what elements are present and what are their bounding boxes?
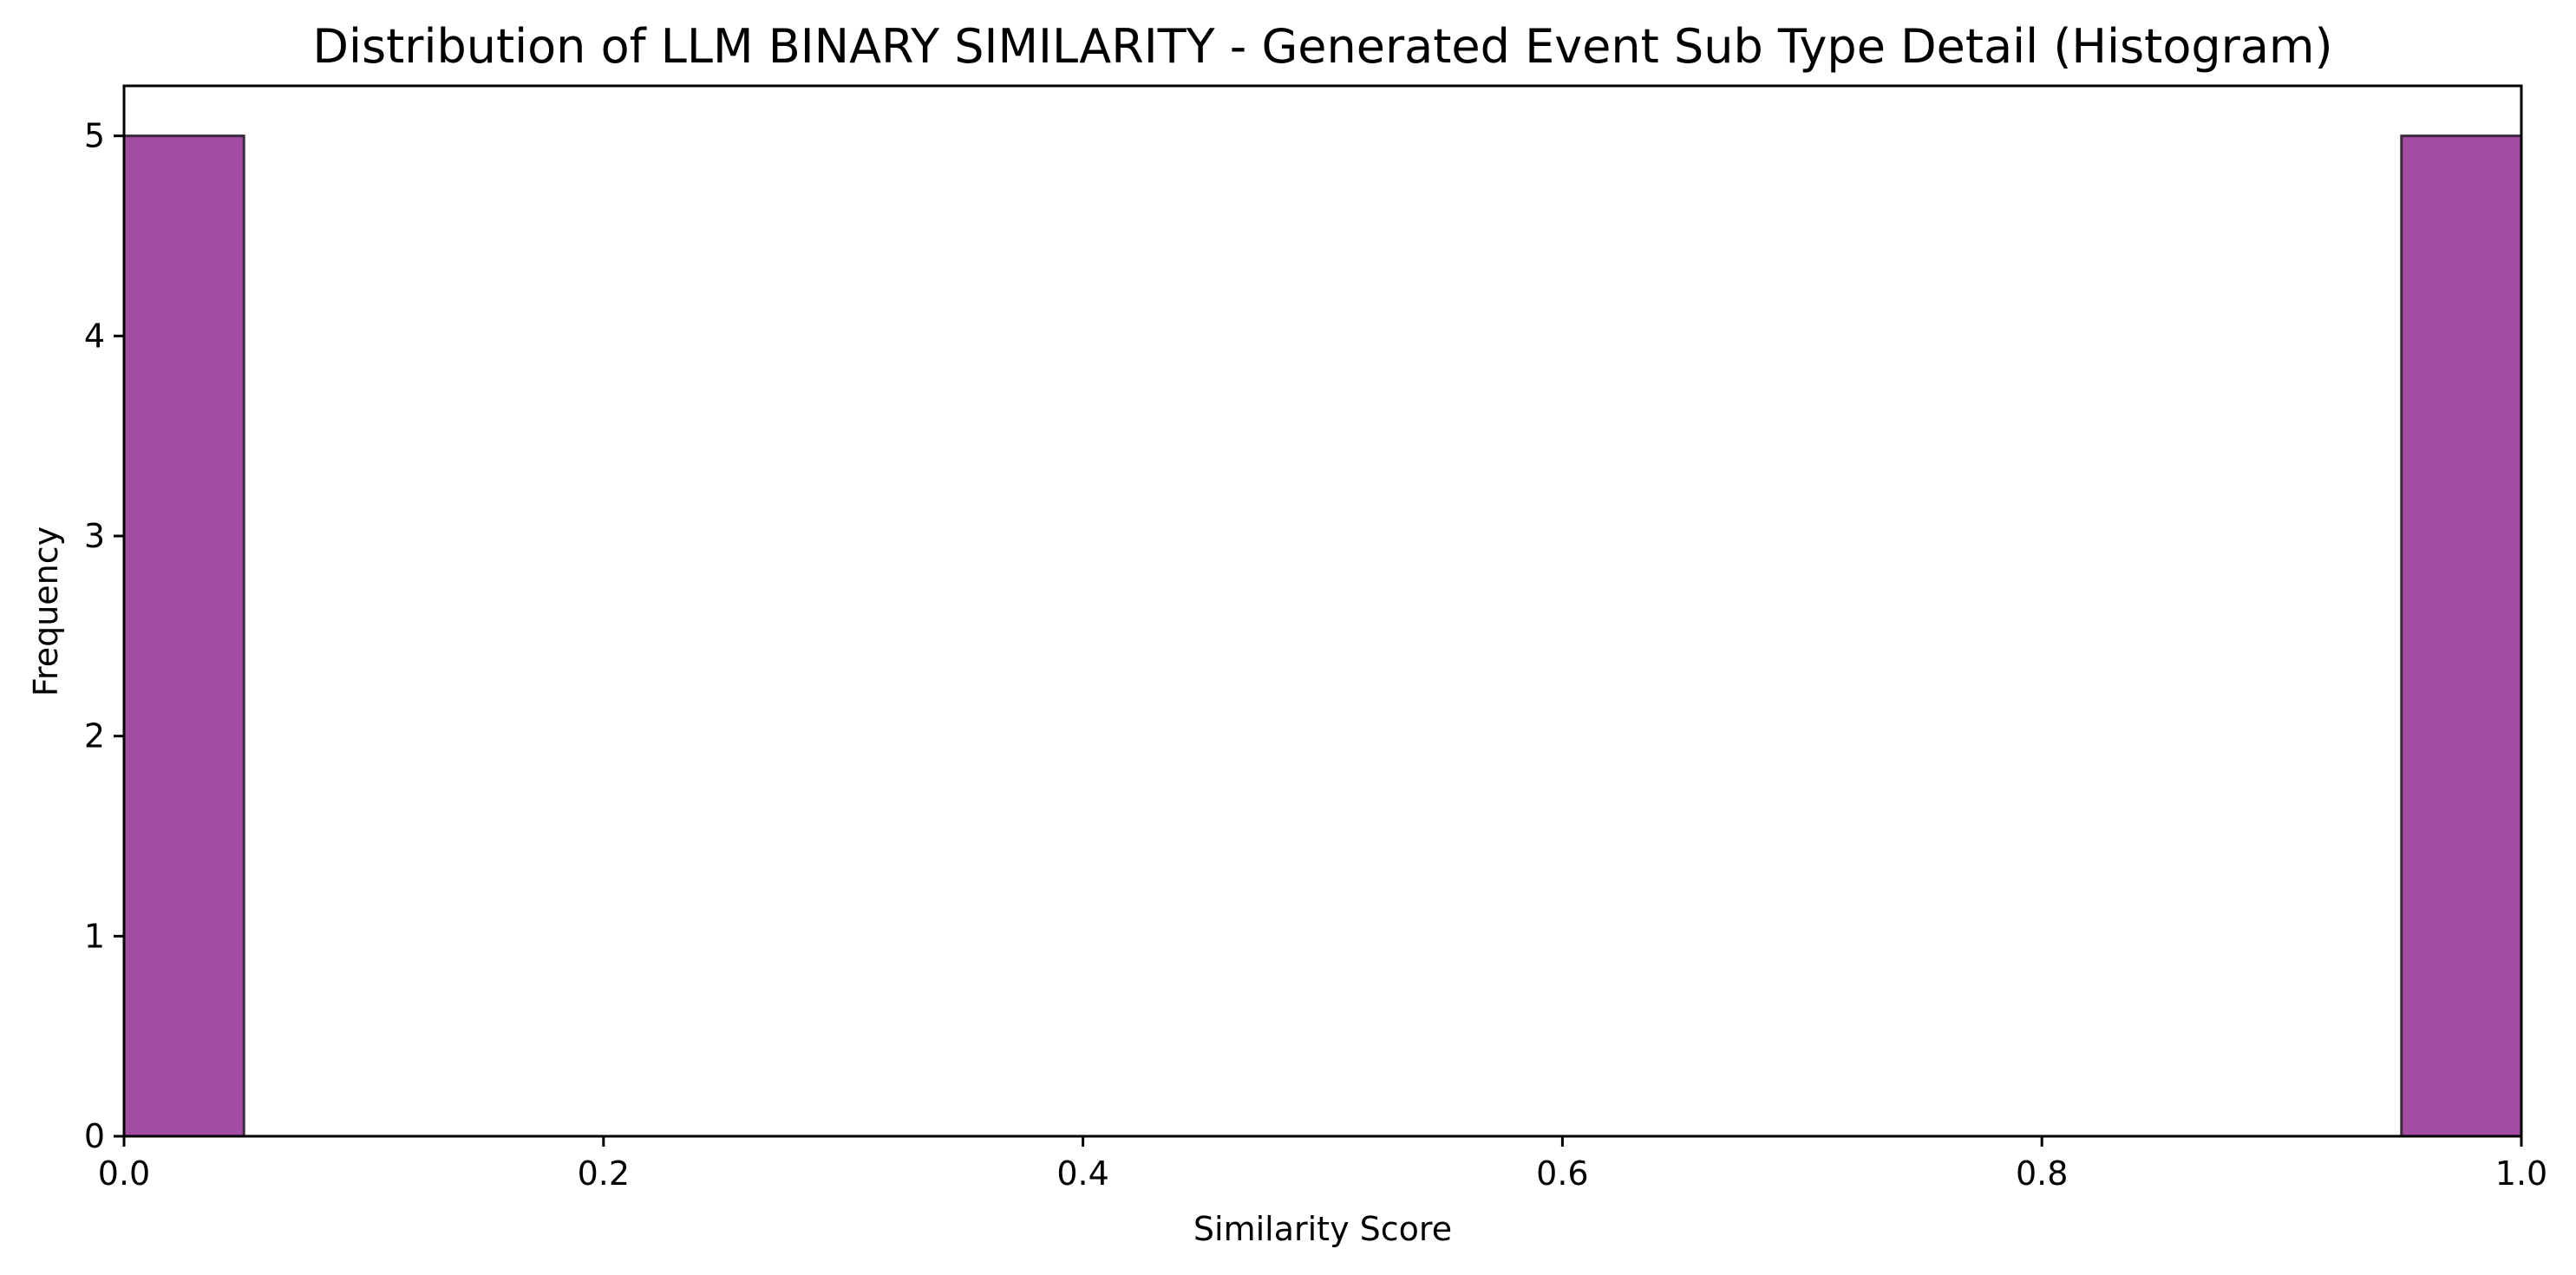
- y-tick-label: 0: [84, 1117, 105, 1155]
- x-axis-ticks: 0.0 0.2 0.4 0.6 0.8 1.0: [98, 1136, 2547, 1193]
- y-tick-label: 2: [84, 717, 105, 755]
- histogram-bar-1: [2400, 134, 2523, 1138]
- x-tick-label: 0.4: [1056, 1154, 1108, 1193]
- y-tick-label: 3: [84, 517, 105, 555]
- y-axis-label: Frequency: [27, 526, 65, 696]
- y-tick-label: 4: [84, 317, 105, 355]
- y-tick-label: 5: [84, 117, 105, 155]
- x-axis-label: Similarity Score: [1193, 1210, 1452, 1248]
- x-tick-label: 0.2: [578, 1154, 630, 1193]
- x-tick-label: 0.8: [2016, 1154, 2068, 1193]
- plot-frame: [122, 84, 2523, 1138]
- x-tick-label: 0.6: [1536, 1154, 1588, 1193]
- chart-title: Distribution of LLM BINARY SIMILARITY - …: [312, 19, 2332, 74]
- x-tick-label: 0.0: [98, 1154, 150, 1193]
- y-tick-label: 1: [84, 917, 105, 955]
- x-tick-label: 1.0: [2495, 1154, 2547, 1193]
- bars-layer: [122, 134, 2523, 1138]
- histogram-bar-0: [122, 134, 245, 1138]
- y-axis-ticks: 0 1 2 3 4 5: [84, 117, 124, 1155]
